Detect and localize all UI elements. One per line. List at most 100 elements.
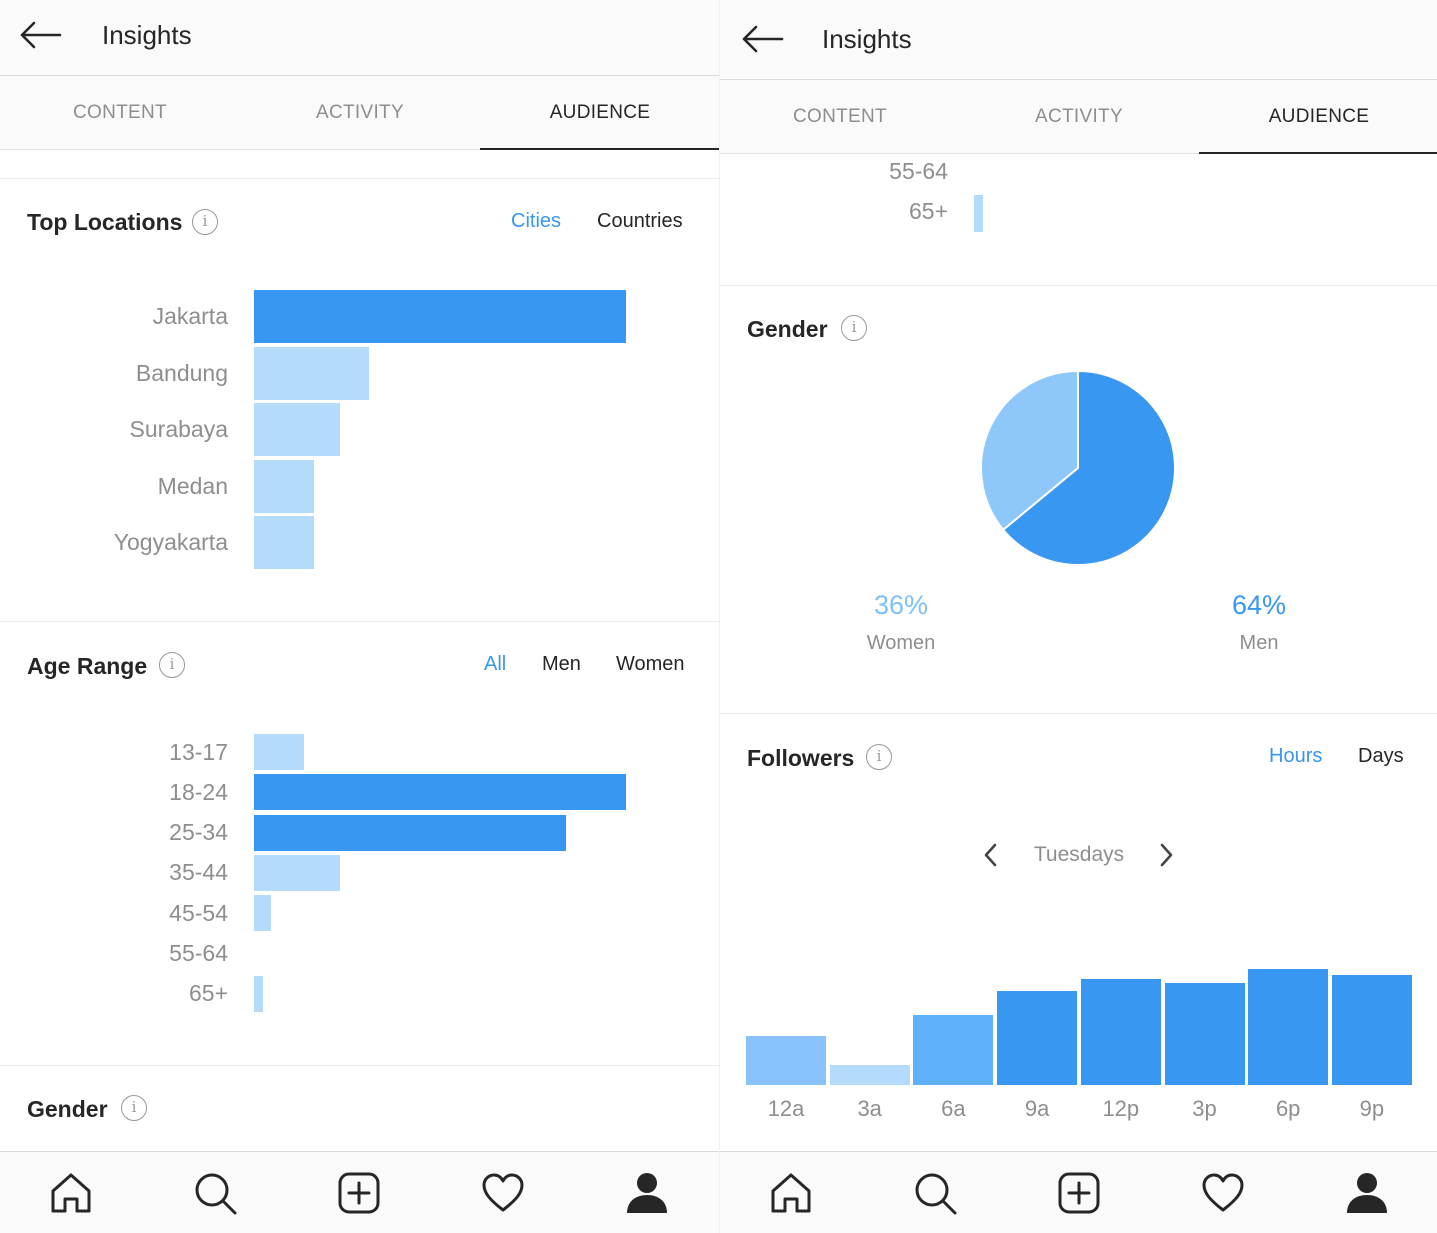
info-icon[interactable]: i [121, 1095, 147, 1121]
age-label: 35-44 [169, 859, 228, 886]
tab-audience[interactable]: AUDIENCE [1199, 80, 1437, 154]
age-label: 45-54 [169, 899, 228, 926]
age-bar [254, 734, 304, 770]
hour-tick-label: 3p [1192, 1096, 1217, 1121]
filter-hours[interactable]: Hours [1269, 745, 1323, 767]
age-label: 25-34 [169, 819, 228, 846]
new-post-icon[interactable] [1056, 1170, 1102, 1216]
home-icon[interactable] [768, 1170, 814, 1216]
age-bar [254, 975, 263, 1012]
location-label: Jakarta [152, 303, 228, 329]
filter-days[interactable]: Days [1358, 745, 1404, 767]
followers-bar [913, 1015, 994, 1085]
page-title: Insights [822, 24, 912, 54]
gender-pie-chart [980, 369, 1176, 566]
tab-bar: CONTENT ACTIVITY AUDIENCE [0, 76, 719, 150]
age-bar [254, 814, 566, 851]
followers-bar [1331, 975, 1412, 1085]
back-arrow-icon[interactable] [18, 20, 62, 50]
profile-icon[interactable] [624, 1170, 670, 1216]
age-label: 13-17 [169, 738, 228, 765]
men-percent: 64% [1231, 590, 1287, 620]
tab-activity[interactable]: ACTIVITY [316, 102, 404, 123]
gender-title: Gender [747, 316, 828, 342]
profile-icon[interactable] [1344, 1170, 1390, 1216]
age-label: 65+ [908, 198, 948, 224]
hour-tick-label: 12p [1102, 1096, 1140, 1121]
divider [0, 621, 719, 622]
age-range-title: Age Range [27, 653, 148, 679]
location-bar [254, 403, 340, 456]
hour-tick-label: 3a [857, 1096, 882, 1121]
filter-men[interactable]: Men [542, 653, 581, 675]
filter-countries[interactable]: Countries [597, 210, 683, 232]
app-header: Insights [0, 0, 719, 76]
location-bar [254, 346, 369, 400]
info-icon[interactable]: i [192, 209, 218, 235]
left-screen: Insights CONTENT ACTIVITY AUDIENCE Top L… [0, 0, 719, 1233]
age-label: 18-24 [169, 778, 228, 805]
page-title: Insights [102, 20, 192, 50]
app-header: Insights [720, 0, 1437, 80]
new-post-icon[interactable] [336, 1170, 382, 1216]
back-arrow-icon[interactable] [740, 24, 784, 54]
bottom-nav [720, 1151, 1437, 1233]
filter-women[interactable]: Women [616, 653, 685, 675]
chevron-right-icon[interactable] [1157, 842, 1175, 868]
info-icon[interactable]: i [866, 744, 892, 770]
tab-audience[interactable]: AUDIENCE [480, 76, 719, 150]
pie-slice-men [1001, 369, 1176, 566]
divider [0, 1065, 719, 1066]
filter-cities[interactable]: Cities [511, 210, 562, 232]
location-bar [254, 516, 314, 569]
divider [0, 178, 719, 179]
bottom-nav [0, 1151, 719, 1233]
age-bar [974, 195, 983, 232]
location-label: Surabaya [129, 416, 228, 442]
women-label: Women [866, 632, 936, 654]
chevron-left-icon[interactable] [982, 842, 1000, 868]
followers-bar [829, 1065, 910, 1085]
filter-all[interactable]: All [484, 653, 507, 675]
search-icon[interactable] [192, 1170, 238, 1216]
men-label: Men [1239, 632, 1279, 654]
age-label: 55-64 [889, 158, 948, 184]
location-label: Yogyakarta [113, 529, 228, 555]
tab-content[interactable]: CONTENT [73, 102, 167, 123]
location-label: Medan [157, 472, 228, 499]
activity-heart-icon[interactable] [1200, 1170, 1246, 1216]
age-label: 55-64 [169, 940, 228, 966]
hour-tick-label: 9p [1359, 1096, 1385, 1121]
location-bar [254, 459, 314, 513]
age-bar [254, 854, 340, 891]
location-label: Bandung [135, 359, 228, 386]
pie-slice-women [980, 369, 1079, 532]
followers-bar [746, 1036, 826, 1085]
age-label: 65+ [188, 980, 228, 1007]
right-screen: Insights CONTENT ACTIVITY AUDIENCE 55-64… [719, 0, 1437, 1233]
tab-bar: CONTENT ACTIVITY AUDIENCE [720, 80, 1437, 154]
info-icon[interactable]: i [159, 652, 185, 678]
divider [720, 285, 1437, 286]
hour-tick-label: 6p [1275, 1096, 1301, 1121]
location-bar [254, 290, 626, 343]
activity-heart-icon[interactable] [480, 1170, 526, 1216]
women-percent: 36% [873, 590, 929, 620]
day-selector-label: Tuesdays [1033, 843, 1125, 866]
top-locations-title: Top Locations [27, 209, 183, 235]
followers-bar [1248, 969, 1329, 1085]
hour-tick-label: 6a [941, 1096, 966, 1121]
age-bar [254, 895, 271, 932]
divider [720, 713, 1437, 714]
tab-activity[interactable]: ACTIVITY [1035, 106, 1123, 127]
info-icon[interactable]: i [841, 315, 867, 341]
hour-tick-label: 9a [1024, 1096, 1050, 1121]
gender-title: Gender [27, 1096, 108, 1122]
followers-bar [1164, 983, 1245, 1085]
search-icon[interactable] [912, 1170, 958, 1216]
age-bar [254, 774, 626, 811]
hour-tick-label: 12a [767, 1096, 805, 1121]
tab-content[interactable]: CONTENT [793, 106, 887, 127]
followers-title: Followers [747, 745, 855, 771]
home-icon[interactable] [48, 1170, 94, 1216]
